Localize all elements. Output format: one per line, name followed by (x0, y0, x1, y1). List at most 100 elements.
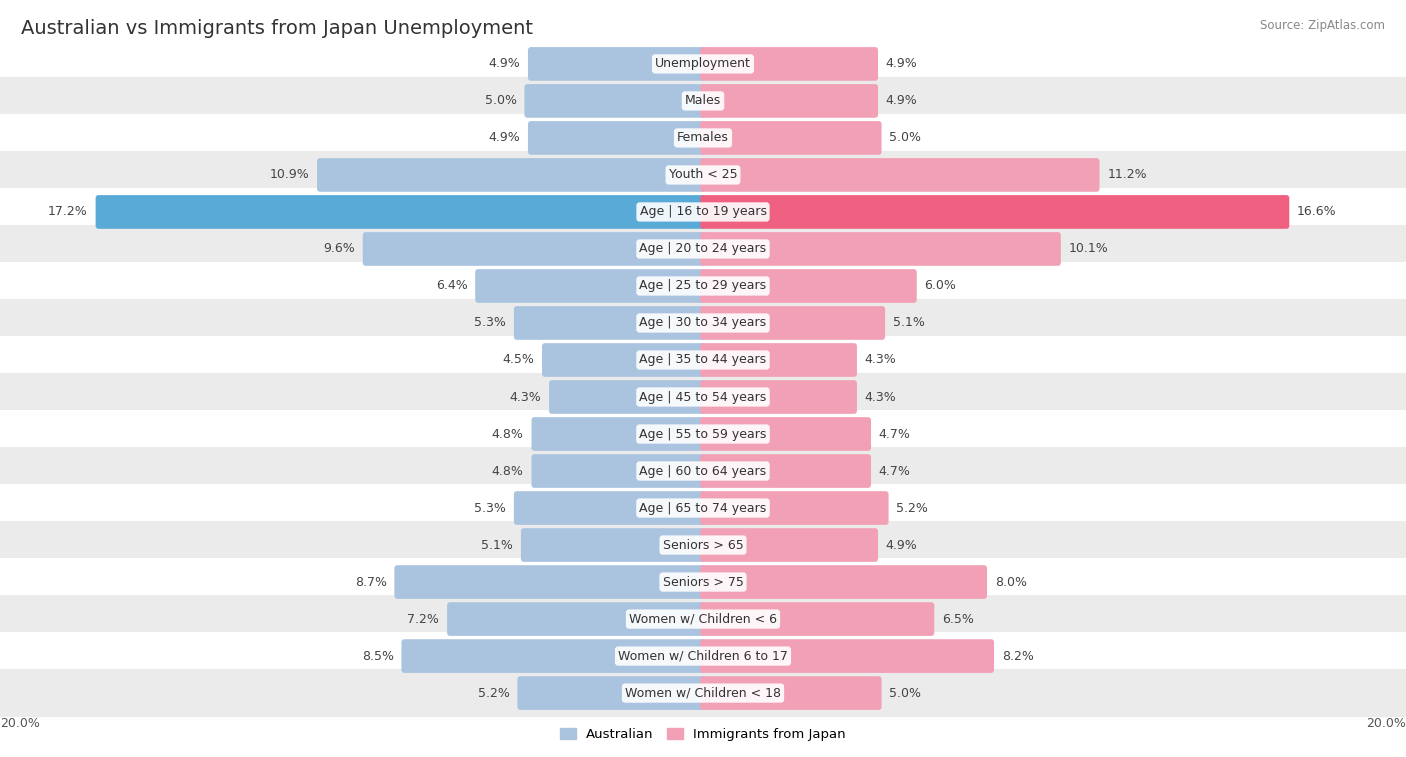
FancyBboxPatch shape (0, 336, 1406, 384)
FancyBboxPatch shape (0, 558, 1406, 606)
Text: Age | 60 to 64 years: Age | 60 to 64 years (640, 465, 766, 478)
FancyBboxPatch shape (531, 454, 706, 488)
FancyBboxPatch shape (700, 84, 877, 118)
Text: 20.0%: 20.0% (0, 717, 39, 731)
Text: 6.4%: 6.4% (436, 279, 467, 292)
Text: 10.9%: 10.9% (270, 169, 309, 182)
FancyBboxPatch shape (0, 40, 1406, 88)
Text: Seniors > 65: Seniors > 65 (662, 538, 744, 552)
Text: 6.0%: 6.0% (925, 279, 956, 292)
FancyBboxPatch shape (700, 565, 987, 599)
FancyBboxPatch shape (543, 343, 706, 377)
FancyBboxPatch shape (0, 447, 1406, 495)
Text: 11.2%: 11.2% (1108, 169, 1147, 182)
Text: 5.1%: 5.1% (481, 538, 513, 552)
Text: Age | 55 to 59 years: Age | 55 to 59 years (640, 428, 766, 441)
Text: 7.2%: 7.2% (408, 612, 439, 625)
Text: 4.3%: 4.3% (509, 391, 541, 403)
Legend: Australian, Immigrants from Japan: Australian, Immigrants from Japan (555, 723, 851, 746)
Text: 4.3%: 4.3% (865, 391, 897, 403)
FancyBboxPatch shape (0, 188, 1406, 236)
Text: 5.1%: 5.1% (893, 316, 925, 329)
FancyBboxPatch shape (96, 195, 706, 229)
Text: Age | 16 to 19 years: Age | 16 to 19 years (640, 205, 766, 219)
FancyBboxPatch shape (700, 47, 877, 81)
Text: 5.2%: 5.2% (897, 502, 928, 515)
Text: Age | 45 to 54 years: Age | 45 to 54 years (640, 391, 766, 403)
Text: Age | 25 to 29 years: Age | 25 to 29 years (640, 279, 766, 292)
FancyBboxPatch shape (0, 151, 1406, 199)
Text: 8.2%: 8.2% (1001, 650, 1033, 662)
FancyBboxPatch shape (700, 158, 1099, 192)
FancyBboxPatch shape (700, 528, 877, 562)
Text: 4.9%: 4.9% (488, 58, 520, 70)
FancyBboxPatch shape (0, 225, 1406, 273)
Text: Women w/ Children 6 to 17: Women w/ Children 6 to 17 (619, 650, 787, 662)
Text: 8.0%: 8.0% (995, 575, 1026, 588)
FancyBboxPatch shape (0, 77, 1406, 125)
FancyBboxPatch shape (402, 639, 706, 673)
Text: 5.2%: 5.2% (478, 687, 510, 699)
FancyBboxPatch shape (318, 158, 706, 192)
Text: 8.7%: 8.7% (354, 575, 387, 588)
FancyBboxPatch shape (517, 676, 706, 710)
Text: 10.1%: 10.1% (1069, 242, 1108, 255)
FancyBboxPatch shape (0, 299, 1406, 347)
FancyBboxPatch shape (700, 491, 889, 525)
Text: 4.9%: 4.9% (886, 58, 918, 70)
Text: 5.0%: 5.0% (889, 687, 921, 699)
Text: 4.7%: 4.7% (879, 428, 911, 441)
Text: Seniors > 75: Seniors > 75 (662, 575, 744, 588)
Text: 4.8%: 4.8% (492, 428, 524, 441)
Text: 4.9%: 4.9% (886, 95, 918, 107)
FancyBboxPatch shape (548, 380, 706, 414)
FancyBboxPatch shape (529, 121, 706, 154)
Text: 8.5%: 8.5% (361, 650, 394, 662)
FancyBboxPatch shape (0, 521, 1406, 569)
FancyBboxPatch shape (700, 121, 882, 154)
FancyBboxPatch shape (700, 269, 917, 303)
Text: 5.3%: 5.3% (474, 502, 506, 515)
Text: Women w/ Children < 6: Women w/ Children < 6 (628, 612, 778, 625)
Text: Age | 35 to 44 years: Age | 35 to 44 years (640, 354, 766, 366)
FancyBboxPatch shape (531, 417, 706, 451)
FancyBboxPatch shape (0, 114, 1406, 162)
FancyBboxPatch shape (700, 417, 872, 451)
FancyBboxPatch shape (700, 676, 882, 710)
Text: 17.2%: 17.2% (48, 205, 87, 219)
FancyBboxPatch shape (700, 306, 886, 340)
FancyBboxPatch shape (0, 262, 1406, 310)
FancyBboxPatch shape (0, 595, 1406, 643)
FancyBboxPatch shape (515, 306, 706, 340)
Text: 4.5%: 4.5% (502, 354, 534, 366)
Text: 5.3%: 5.3% (474, 316, 506, 329)
Text: Age | 65 to 74 years: Age | 65 to 74 years (640, 502, 766, 515)
Text: 5.0%: 5.0% (485, 95, 517, 107)
FancyBboxPatch shape (0, 484, 1406, 532)
FancyBboxPatch shape (0, 669, 1406, 717)
FancyBboxPatch shape (700, 195, 1289, 229)
Text: 4.8%: 4.8% (492, 465, 524, 478)
Text: 4.9%: 4.9% (488, 132, 520, 145)
FancyBboxPatch shape (0, 410, 1406, 458)
Text: Unemployment: Unemployment (655, 58, 751, 70)
Text: Males: Males (685, 95, 721, 107)
FancyBboxPatch shape (447, 603, 706, 636)
Text: Women w/ Children < 18: Women w/ Children < 18 (626, 687, 780, 699)
FancyBboxPatch shape (0, 632, 1406, 680)
FancyBboxPatch shape (700, 603, 935, 636)
FancyBboxPatch shape (700, 454, 872, 488)
Text: Females: Females (678, 132, 728, 145)
Text: 4.9%: 4.9% (886, 538, 918, 552)
Text: 6.5%: 6.5% (942, 612, 974, 625)
Text: 5.0%: 5.0% (889, 132, 921, 145)
FancyBboxPatch shape (700, 639, 994, 673)
FancyBboxPatch shape (363, 232, 706, 266)
Text: Australian vs Immigrants from Japan Unemployment: Australian vs Immigrants from Japan Unem… (21, 19, 533, 38)
FancyBboxPatch shape (524, 84, 706, 118)
Text: Age | 30 to 34 years: Age | 30 to 34 years (640, 316, 766, 329)
FancyBboxPatch shape (520, 528, 706, 562)
FancyBboxPatch shape (700, 380, 858, 414)
Text: 4.7%: 4.7% (879, 465, 911, 478)
Text: Youth < 25: Youth < 25 (669, 169, 737, 182)
